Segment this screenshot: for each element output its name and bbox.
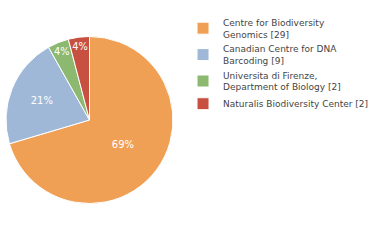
- svg-text:4%: 4%: [54, 46, 70, 57]
- svg-text:69%: 69%: [112, 139, 134, 150]
- svg-text:21%: 21%: [31, 95, 53, 106]
- svg-text:Universita di Firenze,Departme: Universita di Firenze,Department of Biol…: [223, 71, 341, 93]
- svg-text:4%: 4%: [72, 41, 88, 52]
- svg-text:Naturalis Biodiversity Center: Naturalis Biodiversity Center [2]: [223, 99, 368, 109]
- svg-text:Canadian Centre for DNABarcodi: Canadian Centre for DNABarcoding [9]: [223, 44, 337, 66]
- svg-text:Centre for BiodiversityGenomic: Centre for BiodiversityGenomics [29]: [223, 18, 325, 40]
